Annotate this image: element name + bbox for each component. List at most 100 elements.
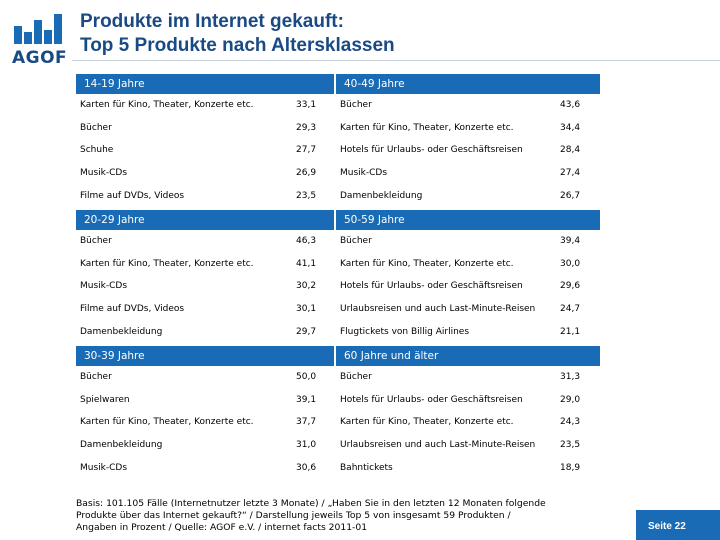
page-number: Seite 22 <box>648 521 686 532</box>
percent-value: 29,3 <box>296 122 317 133</box>
product-name: Musik-CDs <box>340 168 388 179</box>
table-row: Karten für Kino, Theater, Konzerte etc. 4… <box>76 253 334 276</box>
percent-value: 30,1 <box>296 304 317 315</box>
product-name: Musik-CDs <box>80 168 128 179</box>
product-name: Damenbekleidung <box>80 440 163 451</box>
percent-value: 24,7 <box>560 304 581 315</box>
table-row: Karten für Kino, Theater, Konzerte etc. 3… <box>76 411 334 434</box>
percent-value: 24,3 <box>560 417 581 428</box>
product-name: Filme auf DVDs, Videos <box>80 190 185 201</box>
page-title: Produkte im Internet gekauft: Top 5 Prod… <box>80 10 395 58</box>
table-row: Musik-CDs 27,4 <box>336 162 600 185</box>
percent-value: 30,2 <box>296 281 317 292</box>
title-line-1: Produkte im Internet gekauft: <box>80 11 344 32</box>
percent-value: 26,7 <box>560 190 581 201</box>
percent-value: 31,0 <box>296 440 317 451</box>
percent-value: 29,7 <box>296 326 317 337</box>
table-row: Filme auf DVDs, Videos 30,1 <box>76 298 334 321</box>
product-name: Schuhe <box>80 145 114 156</box>
product-name: Karten für Kino, Theater, Konzerte etc. <box>80 258 254 269</box>
percent-value: 39,1 <box>296 394 317 405</box>
table-row: Urlaubsreisen und auch Last-Minute-Reise… <box>336 298 600 321</box>
table-row: Hotels für Urlaubs- oder Geschäftsreisen… <box>336 275 600 298</box>
title-divider <box>72 60 720 61</box>
bar-chart-logo-icon <box>14 14 62 44</box>
product-name: Hotels für Urlaubs- oder Geschäftsreisen <box>340 394 523 405</box>
logo-text: AGOF <box>12 48 68 68</box>
table-row: Karten für Kino, Theater, Konzerte etc. 3… <box>336 117 600 140</box>
percent-value: 21,1 <box>560 326 581 337</box>
table-row: Hotels für Urlaubs- oder Geschäftsreisen… <box>336 389 600 412</box>
product-name: Karten für Kino, Theater, Konzerte etc. <box>340 122 514 133</box>
product-name: Bücher <box>340 100 372 111</box>
age-group-header: 20-29 Jahre <box>76 210 334 230</box>
product-name: Filme auf DVDs, Videos <box>80 304 185 315</box>
table-row: Bücher 31,3 <box>336 366 600 389</box>
product-name: Karten für Kino, Theater, Konzerte etc. <box>80 417 254 428</box>
table-row: Hotels für Urlaubs- oder Geschäftsreisen… <box>336 139 600 162</box>
percent-value: 41,1 <box>296 258 317 269</box>
percent-value: 28,4 <box>560 145 581 156</box>
product-name: Hotels für Urlaubs- oder Geschäftsreisen <box>340 145 523 156</box>
percent-value: 50,0 <box>296 372 317 383</box>
table-row: Bücher 43,6 <box>336 94 600 117</box>
product-name: Bahntickets <box>340 462 393 473</box>
product-name: Musik-CDs <box>80 462 128 473</box>
product-name: Karten für Kino, Theater, Konzerte etc. <box>340 258 514 269</box>
table-row: Bahntickets 18,9 <box>336 456 600 479</box>
table-row: Flugtickets von Billig Airlines 21,1 <box>336 320 600 343</box>
page-number-background <box>636 510 720 540</box>
agof-logo: AGOF <box>8 8 68 68</box>
percent-value: 46,3 <box>296 236 317 247</box>
product-name: Urlaubsreisen und auch Last-Minute-Reise… <box>340 440 536 451</box>
footnote-line-3: Angaben in Prozent / Quelle: AGOF e.V. /… <box>76 522 368 533</box>
percent-value: 33,1 <box>296 100 317 111</box>
table-row: Bücher 29,3 <box>76 117 334 140</box>
percent-value: 29,0 <box>560 394 581 405</box>
percent-value: 23,5 <box>560 440 581 451</box>
age-group-header: 60 Jahre und älter <box>336 346 600 366</box>
percent-value: 39,4 <box>560 236 581 247</box>
footnote-line-1: Basis: 101.105 Fälle (Internetnutzer let… <box>76 498 546 509</box>
percent-value: 26,9 <box>296 168 317 179</box>
table-row: Musik-CDs 26,9 <box>76 162 334 185</box>
percent-value: 23,5 <box>296 190 317 201</box>
percent-value: 34,4 <box>560 122 581 133</box>
table-row: Karten für Kino, Theater, Konzerte etc. 2… <box>336 411 600 434</box>
percent-value: 18,9 <box>560 462 581 473</box>
product-name: Damenbekleidung <box>80 326 163 337</box>
table-row: Damenbekleidung 26,7 <box>336 184 600 207</box>
title-line-2: Top 5 Produkte nach Altersklassen <box>80 35 395 56</box>
product-name: Bücher <box>80 372 112 383</box>
product-name: Musik-CDs <box>80 281 128 292</box>
table-row: Urlaubsreisen und auch Last-Minute-Reise… <box>336 434 600 457</box>
product-name: Damenbekleidung <box>340 190 423 201</box>
percent-value: 31,3 <box>560 372 581 383</box>
percent-value: 43,6 <box>560 100 581 111</box>
age-group-header: 40-49 Jahre <box>336 74 600 94</box>
footnote: Basis: 101.105 Fälle (Internetnutzer let… <box>76 498 636 534</box>
table-row: Bücher 50,0 <box>76 366 334 389</box>
footnote-line-2: Produkte über das Internet gekauft?“ / D… <box>76 510 511 521</box>
product-name: Flugtickets von Billig Airlines <box>340 326 470 337</box>
percent-value: 30,0 <box>560 258 581 269</box>
product-name: Bücher <box>340 372 372 383</box>
table-row: Musik-CDs 30,6 <box>76 456 334 479</box>
product-name: Urlaubsreisen und auch Last-Minute-Reise… <box>340 304 536 315</box>
table-row: Schuhe 27,7 <box>76 139 334 162</box>
table-row: Damenbekleidung 31,0 <box>76 434 334 457</box>
product-name: Hotels für Urlaubs- oder Geschäftsreisen <box>340 281 523 292</box>
table-row: Spielwaren 39,1 <box>76 389 334 412</box>
age-group-header: 50-59 Jahre <box>336 210 600 230</box>
product-name: Karten für Kino, Theater, Konzerte etc. <box>80 100 254 111</box>
product-name: Karten für Kino, Theater, Konzerte etc. <box>340 417 514 428</box>
age-group-header: 30-39 Jahre <box>76 346 334 366</box>
table-row: Karten für Kino, Theater, Konzerte etc. 3… <box>76 94 334 117</box>
age-group-header: 14-19 Jahre <box>76 74 334 94</box>
table-row: Damenbekleidung 29,7 <box>76 320 334 343</box>
percent-value: 27,7 <box>296 145 317 156</box>
percent-value: 37,7 <box>296 417 317 428</box>
percent-value: 27,4 <box>560 168 581 179</box>
table-row: Musik-CDs 30,2 <box>76 275 334 298</box>
table-row: Karten für Kino, Theater, Konzerte etc. 3… <box>336 253 600 276</box>
